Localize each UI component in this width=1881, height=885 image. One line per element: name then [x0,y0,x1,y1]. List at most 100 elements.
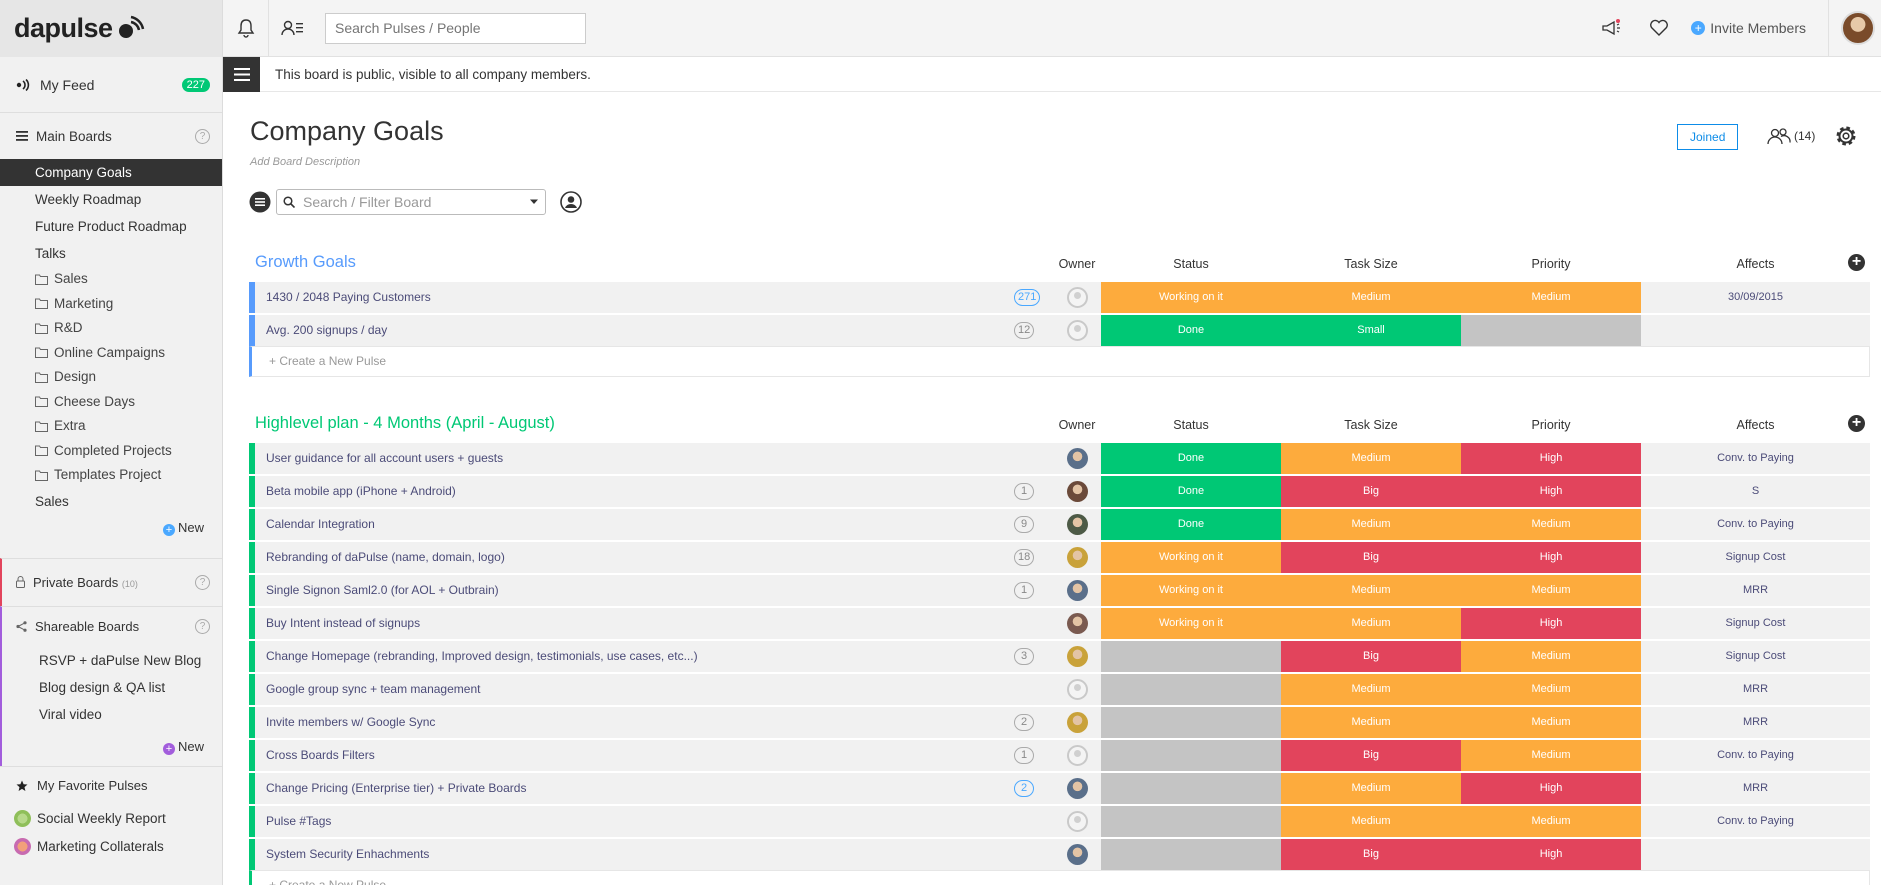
pulse-name[interactable]: Single Signon Saml2.0 (for AOL + Outbrai… [255,575,1053,606]
affects-cell[interactable]: Conv. to Paying [1641,740,1870,771]
status-cell[interactable] [1101,707,1281,738]
pulse-name[interactable]: Invite members w/ Google Sync [255,707,1053,738]
empty-owner-icon[interactable] [1066,745,1088,766]
column-header[interactable]: Task Size [1344,257,1398,271]
board-description[interactable]: Add Board Description [250,156,361,168]
task-size-cell[interactable]: Big [1281,476,1461,507]
updates-count-badge[interactable]: 12 [1014,322,1035,339]
owner-cell[interactable] [1053,740,1101,771]
priority-cell[interactable]: High [1461,839,1641,870]
empty-owner-icon[interactable] [1066,679,1088,700]
owner-cell[interactable] [1053,542,1101,573]
sidebar-folder[interactable]: Templates Project [0,463,222,488]
column-header[interactable]: Priority [1531,418,1571,432]
column-header[interactable]: Owner [1058,257,1096,271]
task-size-cell[interactable]: Big [1281,740,1461,771]
owner-cell[interactable] [1053,608,1101,639]
favorite-pulse-item[interactable]: Social Weekly Report [0,805,222,833]
board-members-button[interactable]: (14) [1766,126,1815,146]
sidebar-folder[interactable]: Extra [0,414,222,439]
updates-count-badge[interactable]: 271 [1014,289,1041,306]
announcements-button[interactable] [1587,0,1635,57]
empty-owner-icon[interactable] [1066,811,1088,832]
pulse-name[interactable]: Rebranding of daPulse (name, domain, log… [255,542,1053,573]
user-avatar[interactable] [1841,11,1875,45]
board-title[interactable]: Company Goals [250,116,444,146]
owner-cell[interactable] [1053,641,1101,672]
task-size-cell[interactable]: Medium [1281,773,1461,804]
status-cell[interactable]: Done [1101,476,1281,507]
global-search-input[interactable] [325,12,586,44]
pulse-name[interactable]: Cross Boards Filters [255,740,1053,771]
group-title[interactable]: Growth Goals [255,253,356,271]
pulse-name[interactable]: Buy Intent instead of signups [255,608,1053,639]
status-cell[interactable]: Done [1101,443,1281,474]
owner-cell[interactable] [1053,509,1101,540]
pulse-row[interactable]: Invite members w/ Google Sync 2 Medium Medi… [249,707,1870,738]
updates-count-badge[interactable]: 1 [1014,483,1034,500]
priority-cell[interactable]: High [1461,476,1641,507]
pulse-row[interactable]: Single Signon Saml2.0 (for AOL + Outbrai… [249,575,1870,606]
column-header[interactable]: Task Size [1344,418,1398,432]
pulse-row[interactable]: Avg. 200 signups / day 12 Done Small [249,315,1870,346]
logo[interactable]: dapulse [0,0,222,57]
owner-cell[interactable] [1053,575,1101,606]
owner-avatar[interactable] [1066,448,1088,469]
sidebar-shareable-board[interactable]: Viral video [39,706,102,722]
empty-owner-icon[interactable] [1066,320,1088,341]
add-column-button[interactable]: + [1848,254,1865,271]
pulse-row[interactable]: Google group sync + team management Mediu… [249,674,1870,705]
pulse-row[interactable]: System Security Enhachments Big High [249,839,1870,870]
owner-avatar[interactable] [1066,613,1088,634]
favorites-button[interactable] [1635,0,1683,57]
status-cell[interactable]: Working on it [1101,608,1281,639]
task-size-cell[interactable]: Small [1281,315,1461,346]
owner-avatar[interactable] [1066,646,1088,667]
empty-owner-icon[interactable] [1066,287,1088,308]
affects-cell[interactable]: Signup Cost [1641,641,1870,672]
sidebar-board-weekly-roadmap[interactable]: Weekly Roadmap [35,192,142,207]
notifications-button[interactable] [223,0,269,57]
sidebar-folder[interactable]: Marketing [0,292,222,317]
pulse-name[interactable]: Google group sync + team management [255,674,1053,705]
task-size-cell[interactable]: Medium [1281,806,1461,837]
priority-cell[interactable]: High [1461,443,1641,474]
owner-avatar[interactable] [1066,712,1088,733]
pulse-name[interactable]: System Security Enhachments [255,839,1053,870]
column-header[interactable]: Affects [1736,257,1775,271]
column-header[interactable]: Affects [1736,418,1775,432]
pulse-name[interactable]: Calendar Integration [255,509,1053,540]
priority-cell[interactable]: Medium [1461,641,1641,672]
task-size-cell[interactable]: Medium [1281,443,1461,474]
create-pulse-input[interactable]: + Create a New Pulse [249,870,1870,885]
owner-avatar[interactable] [1066,580,1088,601]
shareable-boards-header[interactable]: Shareable Boards ? [2,607,222,647]
priority-cell[interactable]: High [1461,542,1641,573]
status-cell[interactable]: Working on it [1101,575,1281,606]
task-size-cell[interactable]: Medium [1281,575,1461,606]
create-pulse-input[interactable]: + Create a New Pulse [249,346,1870,377]
affects-cell[interactable]: Signup Cost [1641,608,1870,639]
owner-avatar[interactable] [1066,547,1088,568]
task-size-cell[interactable]: Medium [1281,674,1461,705]
priority-cell[interactable]: Medium [1461,806,1641,837]
column-header[interactable]: Status [1173,418,1209,432]
private-boards-header[interactable]: Private Boards (10) ? [0,557,222,606]
sidebar-shareable-board[interactable]: Blog design & QA list [39,679,166,695]
status-cell[interactable]: Done [1101,315,1281,346]
task-size-cell[interactable]: Medium [1281,707,1461,738]
owner-avatar[interactable] [1066,481,1088,502]
chevron-down-icon[interactable] [529,199,539,205]
sidebar-folder[interactable]: Online Campaigns [0,341,222,366]
invite-members-button[interactable]: + Invite Members [1683,0,1829,57]
pulse-name[interactable]: User guidance for all account users + gu… [255,443,1053,474]
owner-cell[interactable] [1053,806,1101,837]
owner-cell[interactable] [1053,282,1101,313]
gear-icon[interactable] [1833,123,1859,149]
priority-cell[interactable] [1461,315,1641,346]
sidebar-folder[interactable]: Cheese Days [0,390,222,415]
favorite-pulses-header[interactable]: My Favorite Pulses [0,767,222,805]
joined-button[interactable]: Joined [1677,124,1739,150]
column-header[interactable]: Owner [1058,418,1096,432]
updates-count-badge[interactable]: 2 [1014,714,1034,731]
